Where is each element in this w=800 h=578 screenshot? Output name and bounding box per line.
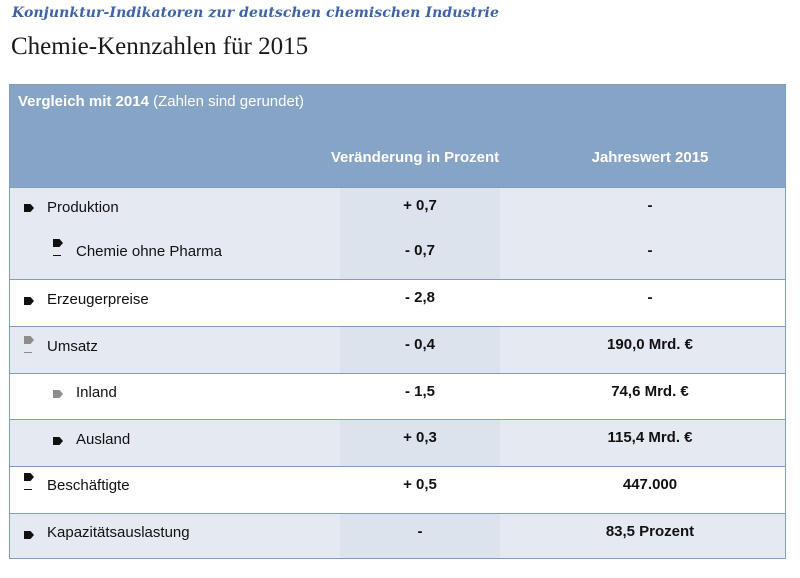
year-value: 115,4 Mrd. € [607, 429, 693, 446]
year-value: 190,0 Mrd. € [607, 336, 693, 353]
dash-icon [53, 255, 61, 256]
table-row-produktion: Produktion + 0,7 - Chemie ohne Pharma - … [10, 187, 785, 279]
arrow-bullet-icon [53, 390, 63, 398]
change-value: + 0,3 [403, 429, 437, 446]
change-value: - 0,4 [404, 336, 435, 353]
change-value: - 1,5 [404, 383, 435, 400]
table-header: Vergleich mit 2014 (Zahlen sind gerundet… [10, 85, 785, 187]
row-label: Ausland [76, 431, 131, 448]
change-value: - 2,8 [404, 289, 435, 306]
change-column-bg [340, 188, 500, 279]
change-value: + 0,5 [403, 476, 437, 493]
column-header-change: Veränderung in Prozent [330, 149, 500, 166]
arrow-bullet-icon [53, 437, 63, 445]
row-label: Produktion [47, 199, 119, 216]
row-label: Beschäftigte [47, 477, 130, 494]
year-value: - [647, 197, 653, 214]
comparison-note: (Zahlen sind gerundet) [148, 93, 304, 110]
arrow-bullet-icon [24, 473, 34, 481]
row-label: Umsatz [47, 338, 98, 355]
arrow-bullet-icon [53, 239, 63, 247]
row-label: Kapazitätsauslastung [47, 524, 190, 541]
arrow-bullet-icon [24, 336, 34, 344]
year-value: - [647, 289, 653, 306]
comparison-caption: Vergleich mit 2014 (Zahlen sind gerundet… [18, 93, 304, 110]
year-value: - [647, 242, 653, 259]
row-label: Inland [76, 384, 117, 401]
change-column-bg [340, 420, 500, 466]
page-title: Chemie-Kennzahlen für 2015 [11, 33, 309, 60]
dash-icon [24, 352, 32, 353]
row-label: Chemie ohne Pharma [76, 243, 222, 260]
arrow-bullet-icon [24, 204, 34, 212]
change-value: + 0,7 [403, 197, 437, 214]
comparison-label: Vergleich mit 2014 [18, 93, 149, 110]
change-value: - 0,7 [404, 242, 435, 259]
table-row-inland: Inland - 1,5 74,6 Mrd. € [10, 373, 785, 419]
year-value: 447.000 [622, 476, 678, 493]
table-row-umsatz: Umsatz - 0,4 190,0 Mrd. € [10, 326, 785, 373]
change-value: - [417, 523, 423, 540]
row-label: Erzeugerpreise [47, 291, 149, 308]
column-header-value: Jahreswert 2015 [591, 149, 709, 166]
year-value: 74,6 Mrd. € [611, 383, 689, 400]
table-row-erzeugerpreise: Erzeugerpreise - 2,8 - [10, 279, 785, 326]
change-column-bg [340, 514, 500, 558]
arrow-bullet-icon [24, 531, 34, 539]
table-row-kapazitaet: Kapazitätsauslastung - 83,5 Prozent [10, 513, 785, 558]
dash-icon [24, 489, 32, 490]
year-value: 83,5 Prozent [605, 523, 695, 540]
arrow-bullet-icon [24, 297, 34, 305]
table-row-beschaeftigte: Beschäftigte + 0,5 447.000 [10, 466, 785, 513]
indicator-table: Vergleich mit 2014 (Zahlen sind gerundet… [9, 84, 786, 559]
subtitle: Konjunktur-Indikatoren zur deutschen che… [12, 5, 499, 21]
table-row-ausland: Ausland + 0,3 115,4 Mrd. € [10, 419, 785, 466]
change-column-bg [340, 327, 500, 373]
